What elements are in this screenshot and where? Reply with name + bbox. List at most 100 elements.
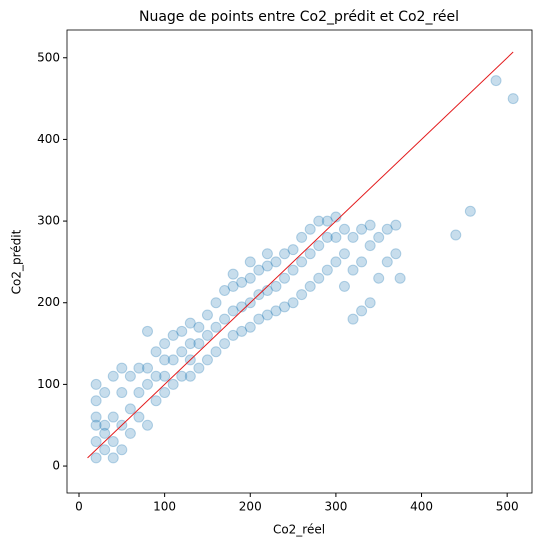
point: [321, 231, 333, 243]
point: [90, 395, 102, 407]
y-tick-label: 400: [37, 132, 60, 146]
point: [338, 248, 350, 260]
point: [116, 387, 128, 399]
point: [90, 378, 102, 390]
point: [270, 256, 282, 268]
point: [236, 325, 248, 337]
point: [330, 231, 342, 243]
point: [390, 248, 402, 260]
point: [356, 305, 368, 317]
point: [184, 317, 196, 329]
y-tick-label: 300: [37, 214, 60, 228]
point: [338, 223, 350, 235]
point: [210, 346, 222, 358]
point: [141, 378, 153, 390]
point: [270, 280, 282, 292]
x-tick-label: 400: [410, 500, 433, 514]
point: [304, 223, 316, 235]
chart-title: Nuage de points entre Co2_prédit et Co2_…: [139, 9, 459, 25]
point: [244, 272, 256, 284]
point: [133, 411, 145, 423]
point: [201, 309, 213, 321]
point: [107, 452, 119, 464]
point: [124, 403, 136, 415]
point: [219, 284, 231, 296]
point: [99, 427, 111, 439]
point: [296, 289, 308, 301]
point: [450, 229, 462, 241]
point: [176, 370, 188, 382]
point: [270, 305, 282, 317]
point: [90, 436, 102, 448]
point: [193, 362, 205, 374]
point: [210, 297, 222, 309]
point: [304, 280, 316, 292]
point: [159, 387, 171, 399]
point: [176, 325, 188, 337]
point: [133, 387, 145, 399]
point: [287, 244, 299, 256]
point: [116, 444, 128, 456]
y-tick-label: 500: [37, 50, 60, 64]
point: [507, 93, 519, 105]
point: [296, 231, 308, 243]
x-axis-label: Co2_réel: [273, 523, 325, 537]
fit-line: [87, 51, 514, 459]
point: [90, 419, 102, 431]
point: [490, 75, 502, 87]
point: [141, 362, 153, 374]
point: [219, 313, 231, 325]
point: [227, 280, 239, 292]
point: [279, 272, 291, 284]
point: [141, 325, 153, 337]
point: [167, 329, 179, 341]
point: [347, 231, 359, 243]
point: [184, 338, 196, 350]
point: [364, 219, 376, 231]
point: [381, 256, 393, 268]
point: [176, 346, 188, 358]
point: [99, 419, 111, 431]
point: [107, 370, 119, 382]
point: [150, 395, 162, 407]
x-tick-label: 300: [324, 500, 347, 514]
point: [210, 321, 222, 333]
point: [167, 378, 179, 390]
y-axis-label: Co2_prédit: [10, 229, 24, 294]
y-tick-label: 0: [52, 459, 60, 473]
point: [253, 313, 265, 325]
point: [201, 354, 213, 366]
point: [364, 240, 376, 252]
plot-frame: [66, 29, 533, 494]
point: [159, 354, 171, 366]
point: [313, 272, 325, 284]
point: [338, 280, 350, 292]
point: [356, 223, 368, 235]
point: [90, 452, 102, 464]
point: [347, 313, 359, 325]
x-tick-label: 0: [75, 500, 83, 514]
point: [304, 248, 316, 260]
point: [373, 231, 385, 243]
point: [394, 272, 406, 284]
point: [193, 338, 205, 350]
point: [124, 427, 136, 439]
point: [356, 256, 368, 268]
point: [321, 215, 333, 227]
point: [227, 329, 239, 341]
point: [279, 301, 291, 313]
point: [167, 354, 179, 366]
point: [227, 305, 239, 317]
point: [287, 297, 299, 309]
point: [261, 248, 273, 260]
point: [124, 370, 136, 382]
point: [159, 370, 171, 382]
point: [193, 321, 205, 333]
point: [116, 362, 128, 374]
point: [261, 309, 273, 321]
y-tick-label: 200: [37, 295, 60, 309]
point: [107, 436, 119, 448]
point: [381, 223, 393, 235]
point: [107, 411, 119, 423]
